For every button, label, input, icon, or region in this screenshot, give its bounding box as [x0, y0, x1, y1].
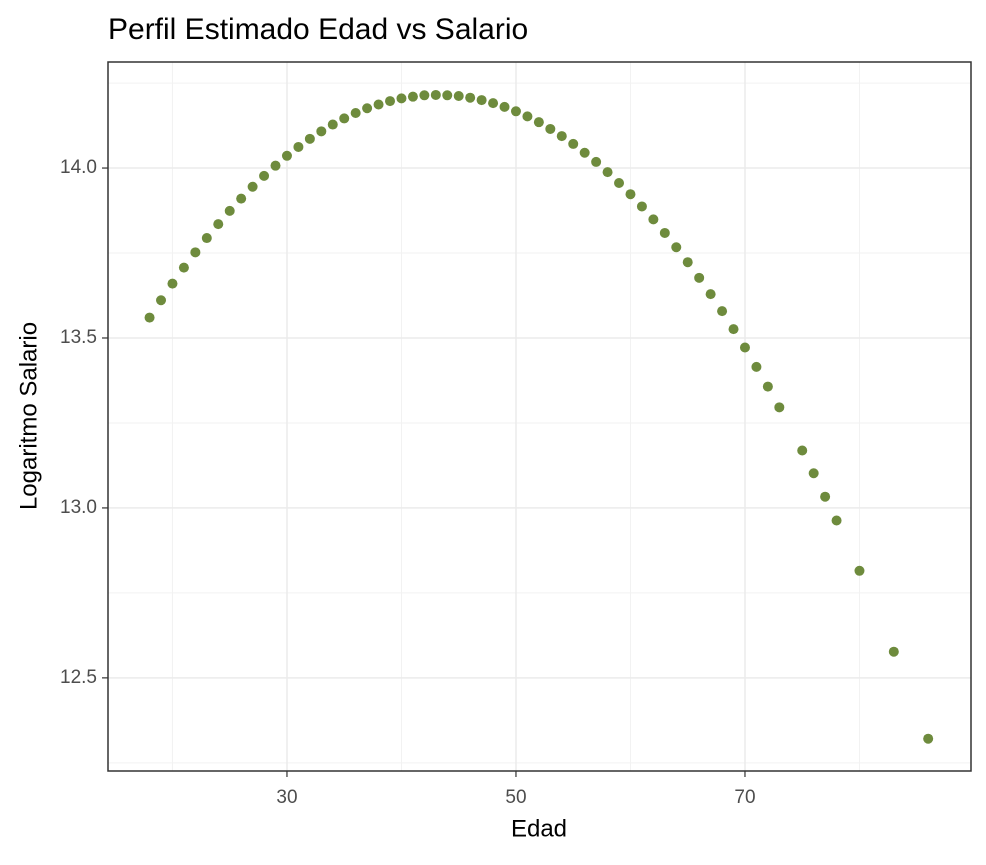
point: [236, 193, 247, 204]
point: [659, 227, 670, 238]
y-tick-label: 12.5: [60, 667, 97, 688]
point: [648, 214, 659, 225]
x-tick-label: 70: [734, 787, 755, 808]
point: [304, 133, 315, 144]
point: [568, 138, 579, 149]
point: [602, 167, 613, 178]
point: [808, 468, 819, 479]
y-axis-label: Logaritmo Salario: [15, 322, 42, 510]
point: [923, 733, 934, 744]
point: [259, 170, 270, 181]
point: [625, 189, 636, 200]
point: [281, 150, 292, 161]
x-axis-label: Edad: [511, 815, 567, 842]
point: [316, 126, 327, 137]
point: [522, 111, 533, 122]
plot-panel: [108, 62, 971, 771]
chart-title: Perfil Estimado Edad vs Salario: [108, 13, 528, 46]
point: [476, 95, 487, 106]
point: [579, 147, 590, 158]
point: [465, 92, 476, 103]
point: [671, 242, 682, 253]
point: [888, 646, 899, 657]
point: [488, 98, 499, 109]
point: [614, 177, 625, 188]
x-tick-label: 30: [276, 787, 297, 808]
point: [453, 90, 464, 101]
point: [774, 402, 785, 413]
point: [327, 119, 338, 130]
point: [556, 131, 567, 142]
point: [419, 90, 430, 101]
point: [167, 278, 178, 289]
plot-border: [107, 61, 972, 772]
point: [831, 515, 842, 526]
point: [705, 289, 716, 300]
point: [694, 272, 705, 283]
point: [797, 445, 808, 456]
point: [545, 123, 556, 134]
point: [739, 342, 750, 353]
point: [820, 491, 831, 502]
point: [854, 565, 865, 576]
point: [144, 312, 155, 323]
point: [385, 96, 396, 107]
point: [407, 91, 418, 102]
point: [247, 181, 258, 192]
point: [201, 233, 212, 244]
point: [396, 93, 407, 104]
point: [293, 141, 304, 152]
point: [751, 361, 762, 372]
point: [636, 201, 647, 212]
y-tick-label: 14.0: [60, 157, 97, 178]
point: [682, 257, 693, 268]
point: [373, 99, 384, 110]
point: [156, 295, 167, 306]
point: [762, 381, 773, 392]
point: [190, 247, 201, 258]
point: [213, 219, 224, 230]
point: [533, 117, 544, 128]
x-tick-label: 50: [505, 787, 526, 808]
point: [178, 262, 189, 273]
point: [339, 113, 350, 124]
point: [499, 101, 510, 112]
point: [728, 324, 739, 335]
point: [270, 160, 281, 171]
point: [442, 90, 453, 101]
point: [591, 156, 602, 167]
point: [362, 103, 373, 114]
y-tick-label: 13.0: [60, 497, 97, 518]
point: [717, 306, 728, 317]
y-tick-label: 13.5: [60, 327, 97, 348]
point: [510, 106, 521, 117]
point: [350, 107, 361, 118]
point: [430, 89, 441, 100]
point: [224, 205, 235, 216]
